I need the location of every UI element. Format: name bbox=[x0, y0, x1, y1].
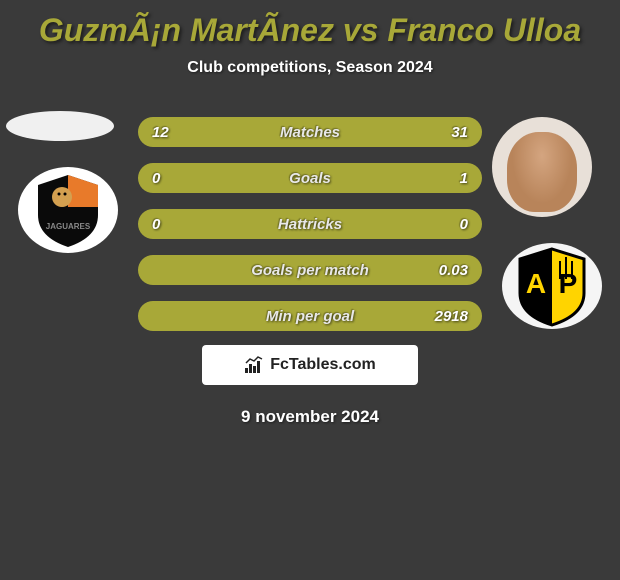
stats-table: 12 Matches 31 0 Goals 1 0 Hattricks 0 Go… bbox=[138, 117, 482, 347]
svg-text:P: P bbox=[559, 268, 578, 299]
player-photo-right bbox=[492, 117, 592, 217]
stat-row-goals-per-match: Goals per match 0.03 bbox=[138, 255, 482, 285]
subtitle: Club competitions, Season 2024 bbox=[0, 59, 620, 77]
svg-text:A: A bbox=[526, 268, 546, 299]
stat-label: Goals per match bbox=[192, 262, 428, 279]
page-title: GuzmÃ¡n MartÃnez vs Franco Ulloa bbox=[0, 0, 620, 49]
team-logo-left: JAGUARES bbox=[18, 167, 118, 253]
stat-left-value: 0 bbox=[152, 170, 192, 187]
stat-label: Matches bbox=[192, 124, 428, 141]
stat-right-value: 2918 bbox=[428, 308, 468, 325]
date-label: 9 november 2024 bbox=[0, 407, 620, 427]
branding-badge: FcTables.com bbox=[202, 345, 418, 385]
stat-row-goals: 0 Goals 1 bbox=[138, 163, 482, 193]
stat-label: Goals bbox=[192, 170, 428, 187]
stat-row-hattricks: 0 Hattricks 0 bbox=[138, 209, 482, 239]
stat-label: Min per goal bbox=[192, 308, 428, 325]
stat-left-value: 12 bbox=[152, 124, 192, 141]
svg-text:JAGUARES: JAGUARES bbox=[46, 222, 91, 231]
player-photo-left bbox=[6, 111, 114, 141]
stat-label: Hattricks bbox=[192, 216, 428, 233]
stat-right-value: 31 bbox=[428, 124, 468, 141]
stat-right-value: 0.03 bbox=[428, 262, 468, 279]
stat-left-value: 0 bbox=[152, 216, 192, 233]
player-face-icon bbox=[507, 132, 577, 212]
stat-row-matches: 12 Matches 31 bbox=[138, 117, 482, 147]
stat-right-value: 1 bbox=[428, 170, 468, 187]
branding-text: FcTables.com bbox=[270, 356, 376, 374]
chart-icon bbox=[244, 356, 264, 374]
stat-row-min-per-goal: Min per goal 2918 bbox=[138, 301, 482, 331]
team-logo-right: A P bbox=[502, 243, 602, 329]
stat-right-value: 0 bbox=[428, 216, 468, 233]
